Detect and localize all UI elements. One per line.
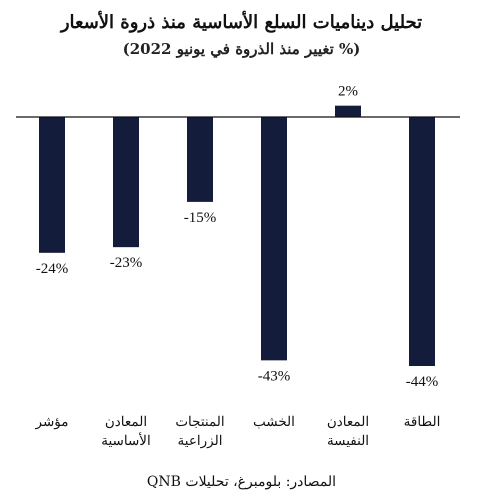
- category-label: الخشب: [253, 414, 295, 430]
- bar: [335, 105, 361, 117]
- source-note: المصادر: بلومبرغ، تحليلات QNB: [146, 474, 337, 490]
- category-label: الأساسية: [101, 431, 151, 449]
- category-label: النفيسة: [327, 433, 369, 449]
- category-label: المعادن: [105, 414, 147, 430]
- bar-chart: -24%مؤشر-23%المعادنالأساسية-15%المنتجاتا…: [16, 84, 460, 449]
- data-label: -23%: [110, 255, 143, 271]
- bar: [39, 117, 65, 253]
- bar: [113, 117, 139, 248]
- category-label: المعادن: [327, 414, 369, 430]
- category-label: الزراعية: [178, 433, 223, 449]
- bar: [187, 117, 213, 202]
- data-label: 2%: [338, 84, 358, 100]
- category-label: المنتجات: [175, 414, 224, 430]
- category-label: الطاقة: [404, 414, 441, 430]
- category-label: مؤشر: [35, 414, 69, 430]
- chart-subtitle: (% تغيير منذ الذروة في يونيو 2022): [122, 40, 361, 58]
- data-label: -24%: [36, 261, 69, 277]
- bar: [409, 117, 435, 366]
- data-label: -15%: [184, 210, 217, 226]
- data-label: -44%: [406, 374, 439, 390]
- bar: [261, 117, 287, 361]
- chart-title: تحليل ديناميات السلع الأساسية منذ ذروة ا…: [60, 12, 423, 33]
- data-label: -43%: [258, 368, 291, 384]
